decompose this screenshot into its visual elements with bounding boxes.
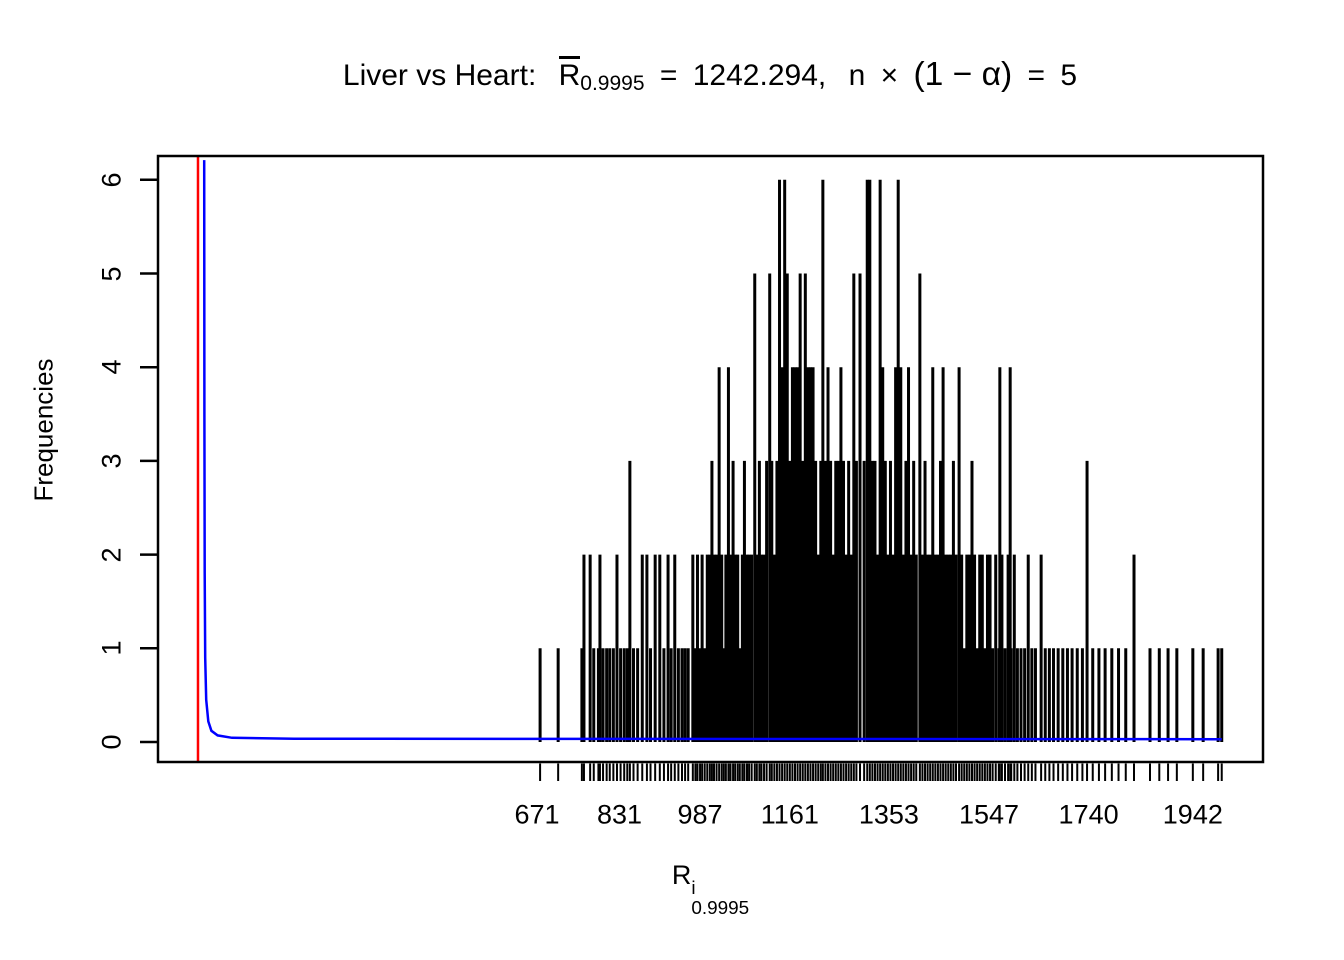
- title-n-symbol: n: [848, 59, 866, 92]
- plot-frame: [156, 154, 1265, 764]
- x-tick-label: 831: [597, 799, 643, 830]
- x-tick-label: 1161: [760, 799, 819, 830]
- y-tick-label: 3: [96, 453, 127, 469]
- plot-title: Liver vs Heart: R0.9995 = 1242.294, n × …: [120, 56, 1300, 104]
- y-tick-label: 2: [96, 547, 127, 563]
- x-tick-label: 671: [514, 799, 560, 830]
- x-tick-label: 1353: [858, 799, 919, 830]
- title-times-sign: ×: [880, 59, 899, 92]
- y-tick-label: 0: [96, 734, 127, 750]
- title-rbar-value: 1242.294,: [692, 59, 827, 92]
- title-equals-2: =: [1027, 59, 1046, 92]
- x-tick-label: 987: [677, 799, 723, 830]
- x-tick-label: 1942: [1162, 799, 1223, 830]
- x-axis-title-base: R: [671, 860, 692, 890]
- density-curve: [202, 160, 1222, 741]
- title-rbar-subscript: 0.9995: [580, 72, 645, 96]
- title-n-value: 5: [1060, 59, 1078, 92]
- y-tick-label: 1: [96, 640, 127, 656]
- y-tick-label: 6: [96, 172, 127, 188]
- title-rbar-symbol: R: [558, 56, 581, 91]
- title-equals: =: [659, 59, 678, 92]
- x-tick-label: 1547: [958, 799, 1020, 830]
- title-lead: Liver vs Heart:: [342, 59, 537, 92]
- x-tick-label: 1740: [1058, 799, 1119, 830]
- x-axis-title-subscript: 0.9995: [691, 898, 750, 920]
- title-paren-expression: (1 − α): [913, 56, 1013, 93]
- y-tick-label: 4: [96, 359, 127, 375]
- y-tick-label: 5: [96, 265, 127, 282]
- x-axis-title-superscript: i: [691, 878, 696, 900]
